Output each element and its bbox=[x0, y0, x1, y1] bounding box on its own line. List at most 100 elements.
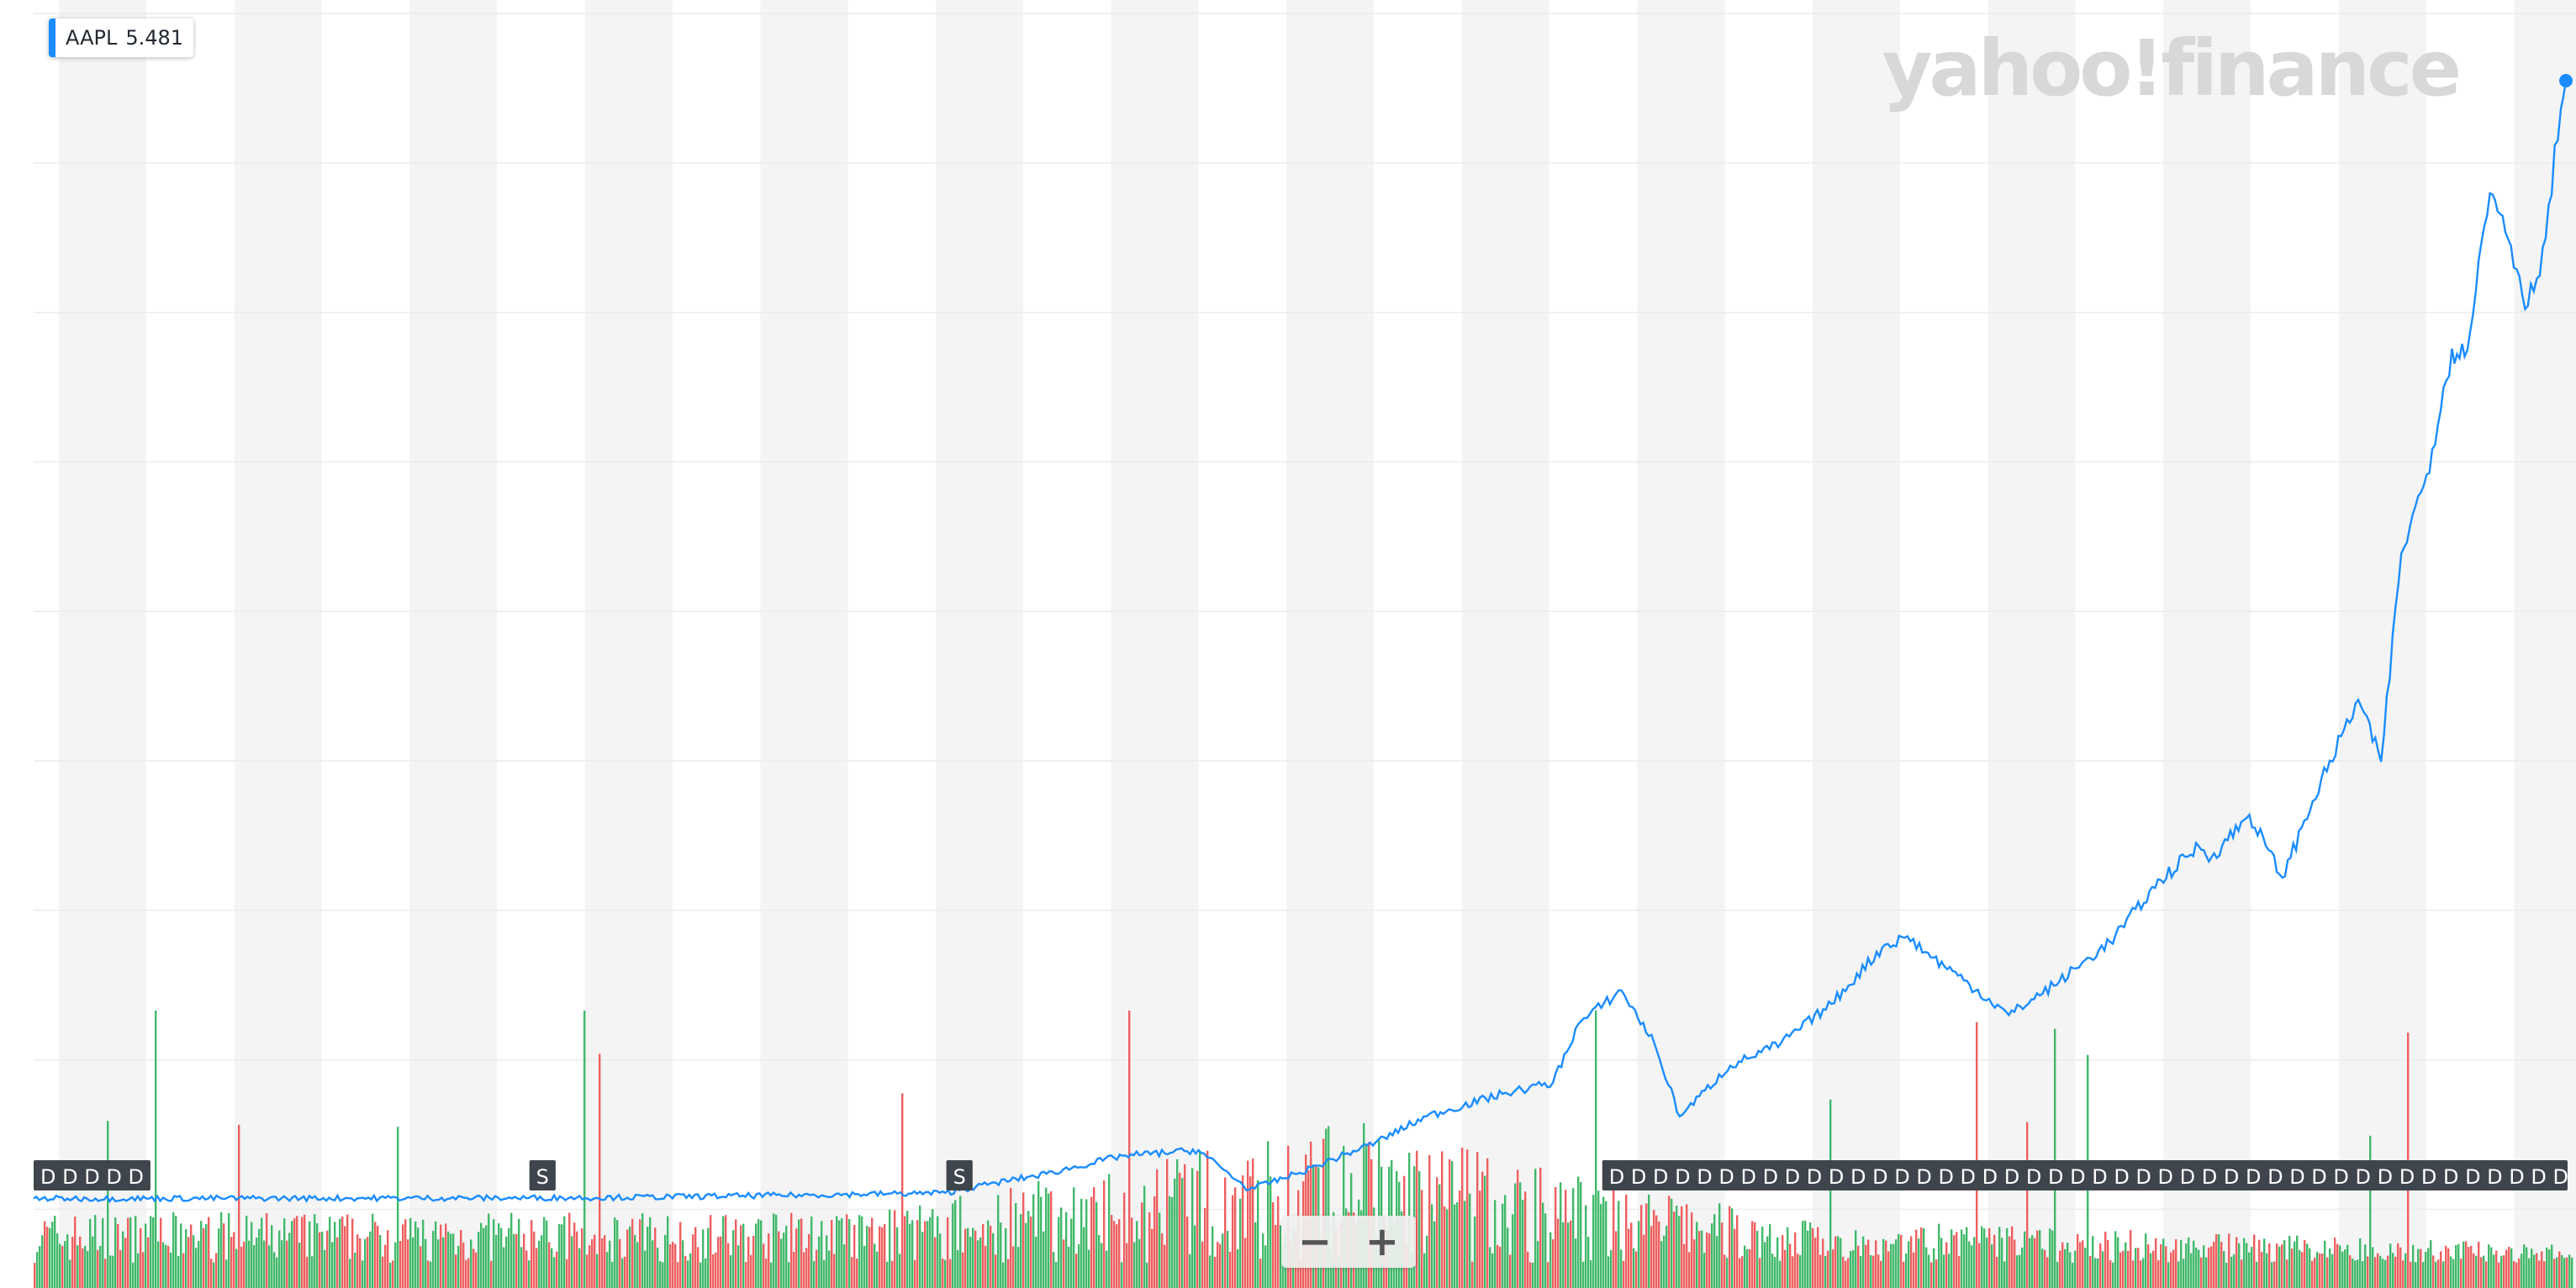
volume-bar-193 bbox=[520, 1247, 523, 1288]
volume-bar-125 bbox=[349, 1259, 351, 1288]
volume-bar-309 bbox=[813, 1260, 816, 1288]
volume-bar-127 bbox=[354, 1253, 356, 1288]
volume-bar-66 bbox=[200, 1221, 203, 1288]
volume-bar-225 bbox=[601, 1238, 604, 1288]
volume-bar-958 bbox=[2450, 1256, 2452, 1288]
volume-bar-404 bbox=[1053, 1251, 1055, 1288]
volume-bar-748 bbox=[1920, 1227, 1923, 1288]
volume-bar-658 bbox=[1693, 1239, 1696, 1288]
volume-bar-195 bbox=[525, 1250, 528, 1288]
volume-bar-455 bbox=[1181, 1178, 1184, 1288]
volume-bar-754 bbox=[1935, 1259, 1938, 1288]
volume-bar-990 bbox=[2531, 1248, 2533, 1288]
volume-bar-612 bbox=[1577, 1176, 1580, 1288]
volume-bar-975 bbox=[2493, 1254, 2495, 1288]
event-marker-2: S bbox=[946, 1160, 973, 1190]
volume-bar-425 bbox=[1106, 1250, 1108, 1288]
volume-bar-555 bbox=[1433, 1221, 1436, 1288]
volume-bar-766 bbox=[1966, 1227, 1968, 1288]
volume-bar-412 bbox=[1073, 1187, 1075, 1288]
volume-bar-743 bbox=[1908, 1241, 1910, 1288]
volume-bar-512 bbox=[1325, 1128, 1328, 1288]
volume-bar-103 bbox=[293, 1217, 296, 1288]
volume-bar-8 bbox=[54, 1216, 56, 1288]
legend[interactable]: AAPL 5.481 bbox=[49, 18, 194, 57]
time-band-9 bbox=[1637, 0, 1725, 1288]
volume-bar-321 bbox=[843, 1244, 846, 1288]
volume-bar-216 bbox=[578, 1248, 581, 1288]
volume-bar-80 bbox=[235, 1248, 238, 1288]
volume-bar-389 bbox=[1015, 1202, 1017, 1288]
volume-bar-460 bbox=[1194, 1225, 1196, 1288]
volume-bar-715 bbox=[1837, 1236, 1840, 1288]
volume-bar-168 bbox=[457, 1245, 460, 1288]
volume-bar-793 bbox=[2034, 1238, 2036, 1288]
volume-bar-89 bbox=[258, 1228, 261, 1288]
volume-bar-273 bbox=[722, 1216, 725, 1288]
volume-bar-577 bbox=[1489, 1247, 1491, 1288]
volume-bar-483 bbox=[1252, 1159, 1254, 1288]
volume-bar-187 bbox=[505, 1236, 508, 1288]
volume-bar-897 bbox=[2296, 1235, 2299, 1288]
volume-bar-264 bbox=[699, 1262, 702, 1288]
volume-bar-661 bbox=[1701, 1230, 1703, 1288]
volume-bar-31 bbox=[112, 1255, 114, 1288]
volume-bar-952 bbox=[2435, 1261, 2437, 1288]
volume-bar-82 bbox=[240, 1246, 243, 1288]
volume-bar-966 bbox=[2470, 1245, 2473, 1288]
volume-bar-297 bbox=[783, 1233, 785, 1288]
volume-bar-909 bbox=[2326, 1257, 2329, 1288]
volume-bar-7 bbox=[51, 1222, 54, 1288]
zoom-in-button[interactable]: + bbox=[1365, 1218, 1400, 1265]
volume-bar-46 bbox=[150, 1216, 152, 1288]
volume-bar-840 bbox=[2152, 1250, 2155, 1288]
volume-bar-463 bbox=[1201, 1241, 1204, 1288]
volume-bar-341 bbox=[894, 1210, 896, 1288]
volume-bar-408 bbox=[1063, 1239, 1065, 1288]
volume-bar-428 bbox=[1113, 1221, 1116, 1288]
volume-bar-344 bbox=[901, 1093, 904, 1288]
volume-bar-924 bbox=[2364, 1244, 2367, 1288]
volume-bar-218 bbox=[583, 1011, 586, 1288]
volume-bar-629 bbox=[1620, 1249, 1623, 1288]
volume-bar-405 bbox=[1055, 1261, 1058, 1288]
volume-bar-331 bbox=[868, 1227, 871, 1288]
volume-bar-796 bbox=[2041, 1248, 2044, 1288]
volume-bar-262 bbox=[694, 1227, 697, 1288]
volume-bar-859 bbox=[2200, 1257, 2203, 1288]
volume-bar-881 bbox=[2256, 1261, 2258, 1288]
volume-bar-969 bbox=[2478, 1241, 2480, 1288]
volume-bar-870 bbox=[2228, 1233, 2230, 1288]
volume-bar-143 bbox=[394, 1242, 397, 1288]
volume-bar-281 bbox=[742, 1223, 745, 1288]
volume-bar-887 bbox=[2271, 1262, 2273, 1288]
volume-bar-604 bbox=[1557, 1218, 1560, 1288]
volume-bar-1 bbox=[36, 1252, 39, 1288]
volume-bar-113 bbox=[319, 1232, 321, 1288]
volume-bar-159 bbox=[435, 1221, 437, 1288]
volume-bar-671 bbox=[1726, 1257, 1729, 1288]
volume-bar-39 bbox=[132, 1262, 135, 1288]
volume-bar-401 bbox=[1045, 1187, 1048, 1288]
volume-bar-931 bbox=[2382, 1259, 2384, 1288]
volume-bar-722 bbox=[1855, 1230, 1857, 1288]
volume-bar-618 bbox=[1592, 1195, 1595, 1288]
volume-bar-239 bbox=[636, 1242, 639, 1288]
volume-bar-139 bbox=[384, 1244, 387, 1288]
zoom-out-button[interactable]: − bbox=[1297, 1218, 1333, 1265]
volume-bar-1000 bbox=[2556, 1257, 2558, 1288]
volume-bar-357 bbox=[934, 1237, 937, 1288]
volume-bar-776 bbox=[1991, 1244, 1993, 1288]
event-marker-0: D D D D D bbox=[34, 1160, 150, 1190]
volume-bar-837 bbox=[2145, 1233, 2147, 1288]
volume-bar-623 bbox=[1605, 1201, 1607, 1288]
volume-bar-701 bbox=[1802, 1221, 1804, 1288]
volume-bar-306 bbox=[805, 1248, 808, 1288]
zoom-controls[interactable]: − + bbox=[1281, 1216, 1416, 1268]
volume-bar-288 bbox=[760, 1220, 763, 1288]
volume-bar-85 bbox=[248, 1240, 251, 1288]
volume-bar-647 bbox=[1665, 1225, 1668, 1288]
volume-bar-679 bbox=[1746, 1248, 1749, 1288]
volume-bar-419 bbox=[1090, 1196, 1093, 1288]
